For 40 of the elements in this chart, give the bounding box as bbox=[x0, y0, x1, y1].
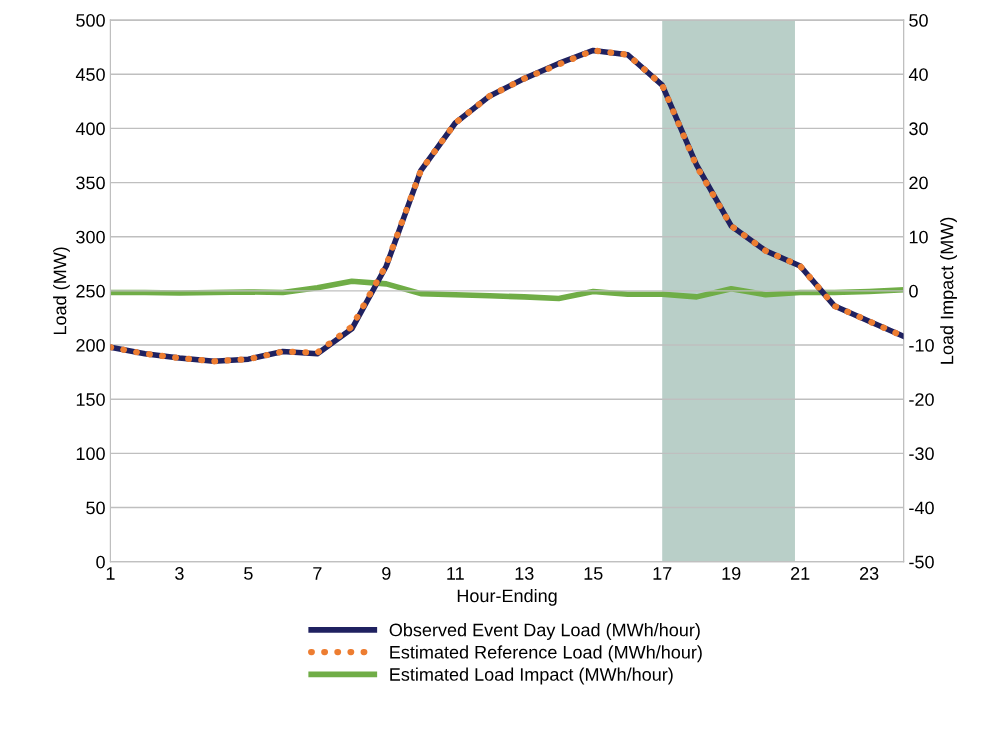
y2-tick-label: -20 bbox=[909, 393, 934, 406]
y-tick-label: 0 bbox=[96, 555, 105, 569]
x-tick-label: 15 bbox=[584, 567, 603, 580]
y-tick-label: 400 bbox=[75, 122, 105, 136]
x-axis-title: Hour-Ending bbox=[457, 588, 557, 606]
y2-tick-label: 0 bbox=[909, 284, 918, 298]
x-tick-label: 7 bbox=[313, 567, 322, 580]
x-tick-label: 5 bbox=[244, 567, 253, 580]
y-tick-label: 350 bbox=[76, 176, 105, 190]
y2-tick-label: -40 bbox=[909, 501, 934, 515]
y2-tick-label: 10 bbox=[909, 230, 928, 244]
legend-label: Observed Event Day Load (MWh/hour) bbox=[389, 623, 700, 640]
legend-label: Estimated Reference Load (MWh/hour) bbox=[390, 645, 702, 663]
y-tick-label: 50 bbox=[86, 501, 105, 515]
x-tick-label: 9 bbox=[382, 567, 391, 580]
x-tick-label: 13 bbox=[515, 567, 534, 580]
y-tick-label: 200 bbox=[76, 339, 105, 352]
y2-tick-label: 50 bbox=[909, 14, 928, 27]
x-tick-label: 21 bbox=[791, 567, 810, 580]
y2-tick-label: 20 bbox=[909, 176, 928, 190]
y-tick-label: 100 bbox=[76, 447, 105, 461]
y-tick-label: 250 bbox=[76, 284, 105, 298]
x-tick-label: 3 bbox=[175, 567, 184, 580]
x-tick-label: 1 bbox=[106, 567, 115, 580]
y2-tick-label: -10 bbox=[909, 339, 934, 352]
y2-tick-label: 40 bbox=[908, 68, 928, 81]
y-tick-label: 500 bbox=[76, 14, 105, 27]
y2-tick-label: -50 bbox=[909, 555, 934, 569]
x-tick-label: 19 bbox=[722, 567, 741, 580]
x-tick-label: 11 bbox=[447, 567, 464, 580]
y2-axis-title: Load Impact (MW) bbox=[940, 217, 957, 364]
x-tick-label: 17 bbox=[653, 567, 672, 580]
legend-label: Estimated Load Impact (MWh/hour) bbox=[390, 667, 673, 685]
y-tick-label: 150 bbox=[76, 393, 105, 406]
y-tick-label: 450 bbox=[75, 68, 105, 81]
y-axis-title: Load (MW) bbox=[53, 247, 70, 335]
y-tick-label: 300 bbox=[76, 230, 105, 244]
y2-tick-label: -30 bbox=[909, 447, 934, 461]
y2-tick-label: 30 bbox=[909, 122, 928, 136]
x-tick-label: 23 bbox=[859, 567, 879, 580]
